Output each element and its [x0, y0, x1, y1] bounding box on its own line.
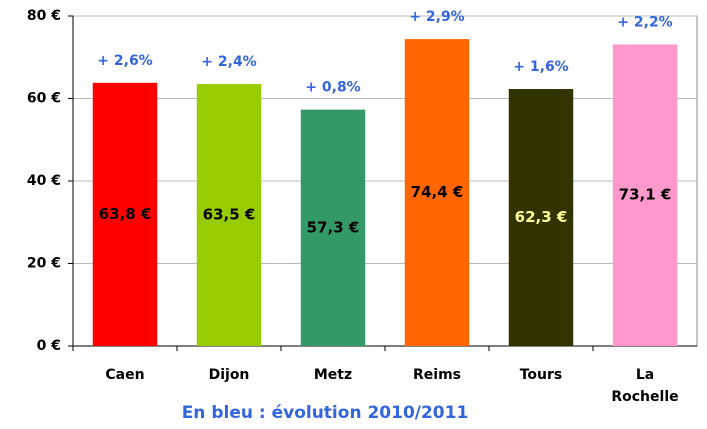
x-tick-label: Caen: [105, 367, 144, 383]
annotation: + 2,9%: [409, 9, 464, 25]
y-tick-label: 80 €: [27, 8, 61, 24]
y-tick-label: 0 €: [37, 338, 61, 354]
annotation: + 0,8%: [305, 80, 360, 96]
value-label: 62,3 €: [515, 208, 568, 226]
bar: [92, 82, 158, 346]
value-label: 63,5 €: [203, 206, 256, 224]
bar: [196, 84, 262, 346]
value-label: 63,8 €: [99, 205, 152, 223]
bar: [508, 89, 574, 346]
x-axis-label: En bleu : évolution 2010/2011: [182, 403, 469, 423]
x-tick-label: Reims: [413, 367, 461, 383]
annotation: + 2,4%: [201, 54, 256, 70]
annotation: + 2,2%: [617, 14, 672, 30]
bar: [300, 109, 366, 346]
y-tick-label: 60 €: [27, 91, 61, 107]
x-tick-label: Tours: [520, 367, 563, 383]
y-tick-label: 40 €: [27, 173, 61, 189]
value-label: 74,4 €: [411, 183, 464, 201]
bar: [404, 39, 470, 346]
x-tick-label: Metz: [314, 367, 352, 383]
annotation: + 2,6%: [97, 53, 152, 69]
value-label: 73,1 €: [619, 186, 672, 204]
value-label: 57,3 €: [307, 218, 360, 236]
bar: [612, 44, 678, 347]
x-tick-label: Dijon: [209, 367, 250, 383]
x-tick-label: La Rochelle: [611, 367, 678, 405]
y-tick-label: 20 €: [27, 256, 61, 272]
annotation: + 1,6%: [513, 59, 568, 75]
